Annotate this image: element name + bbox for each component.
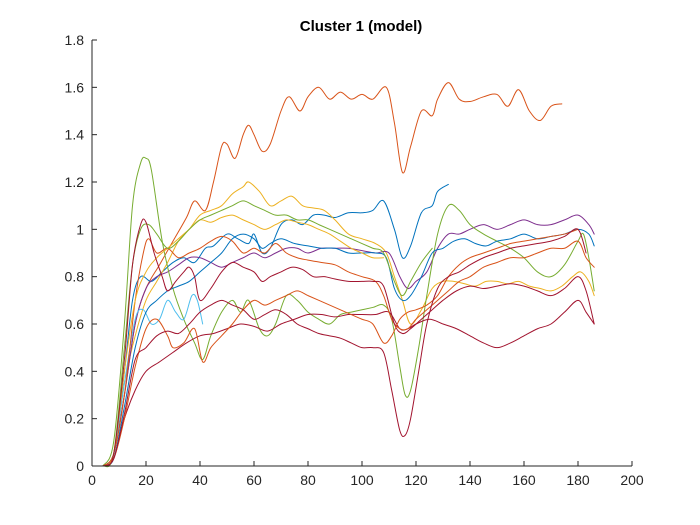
series-line-13: [102, 228, 579, 467]
series-line-8: [102, 228, 595, 467]
series-line-4: [102, 214, 595, 467]
x-tick-layer: 0 20 40 60 80 100 120 140 160 180 200: [88, 461, 644, 488]
x-tick-label: 160: [512, 472, 536, 488]
x-tick-label: 40: [192, 472, 208, 488]
y-tick-layer: 0 0.2 0.4 0.6 0.8 1 1.2 1.4 1.6 1.8: [65, 32, 97, 474]
y-tick-label: 1.4: [65, 127, 85, 143]
y-tick-label: 0.4: [65, 363, 85, 379]
series-line-10: [102, 214, 385, 467]
y-tick-label: 1.6: [65, 79, 85, 95]
x-tick-label: 200: [620, 472, 644, 488]
series-line-14: [102, 228, 587, 467]
x-tick-label: 80: [300, 472, 316, 488]
x-tick-label: 20: [138, 472, 154, 488]
x-tick-label: 140: [458, 472, 482, 488]
x-tick-label: 0: [88, 472, 96, 488]
x-tick-label: 180: [566, 472, 590, 488]
y-tick-label: 1: [76, 221, 84, 237]
series-line-5: [102, 156, 595, 467]
y-tick-label: 1.8: [65, 32, 85, 48]
y-tick-label: 0.6: [65, 316, 85, 332]
series-line-3: [102, 181, 595, 467]
y-tick-label: 0: [76, 458, 84, 474]
series-line-7: [102, 299, 595, 467]
x-tick-label: 60: [246, 472, 262, 488]
y-tick-label: 1.2: [65, 174, 85, 190]
series-line-11: [102, 200, 433, 468]
chart-title: Cluster 1 (model): [300, 18, 423, 35]
series-line-12: [102, 218, 595, 467]
x-tick-label: 120: [404, 472, 428, 488]
series-layer: [102, 82, 595, 468]
y-tick-label: 0.8: [65, 269, 85, 285]
series-line-1: [102, 82, 563, 467]
x-tick-label: 100: [350, 472, 374, 488]
series-line-6: [102, 293, 204, 467]
series-line-9: [102, 235, 595, 467]
y-tick-label: 0.2: [65, 411, 85, 427]
